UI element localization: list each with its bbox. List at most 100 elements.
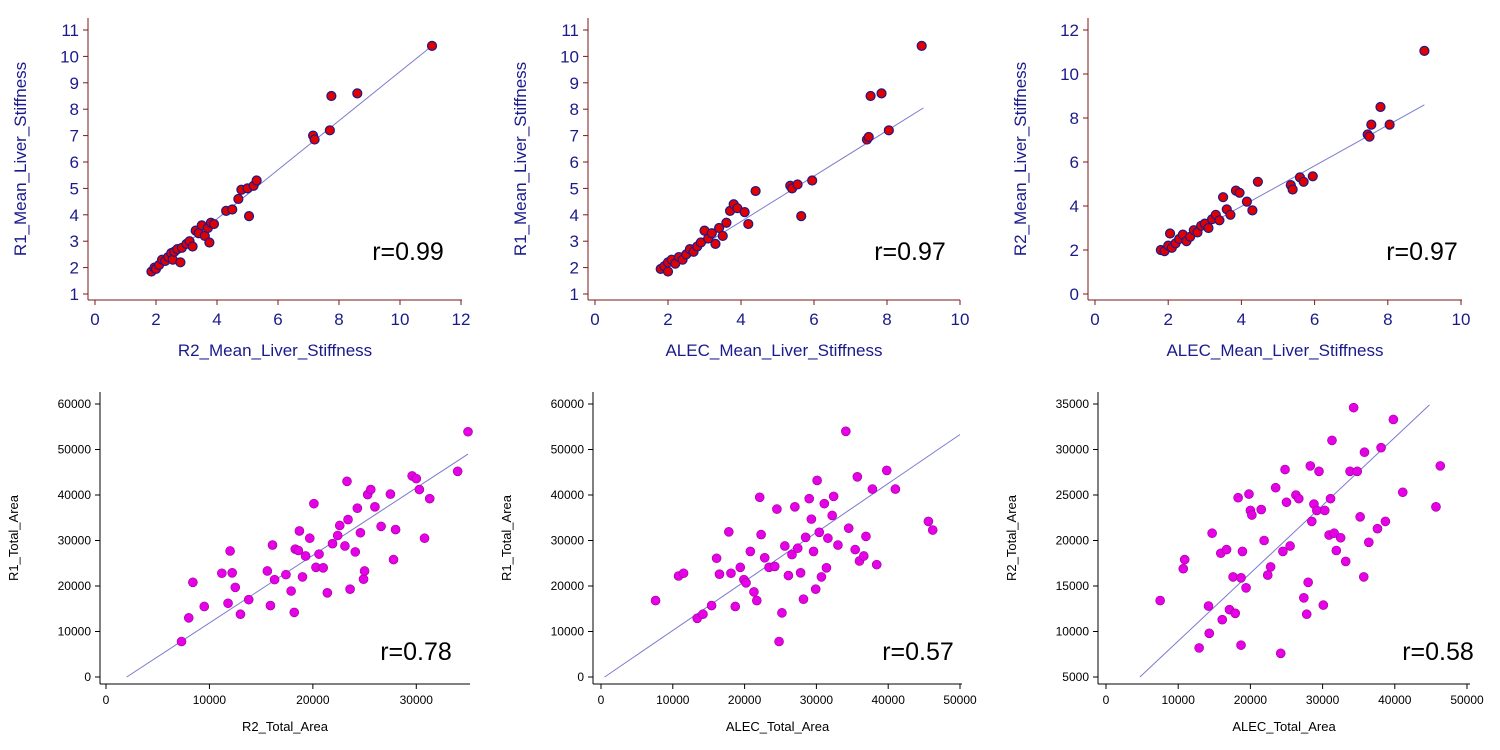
data-point — [176, 636, 187, 647]
panel-r1-vs-alec-area: 0 10000 20000 30000 40000 50000 60000 0 10000 200… — [499, 392, 977, 734]
data-point — [814, 527, 825, 538]
x-tick-label: 0 — [1103, 693, 1110, 707]
data-point — [1281, 497, 1292, 508]
x-axis-title: R2_Mean_Liver_Stiffness — [178, 341, 372, 360]
data-point — [1256, 504, 1267, 515]
y-tick-label: 10 — [1060, 65, 1079, 84]
data-point — [1236, 640, 1246, 650]
data-point — [1340, 556, 1351, 567]
data-point — [300, 551, 311, 561]
data-point — [741, 578, 751, 588]
data-point — [804, 493, 815, 504]
data-point — [819, 498, 830, 509]
data-point — [1252, 176, 1263, 187]
data-point — [745, 546, 756, 557]
y-tick-label: 6 — [570, 153, 579, 172]
data-point — [810, 584, 821, 594]
y-tick-label: 7 — [70, 127, 79, 146]
y-tick-label: 30000 — [551, 534, 585, 548]
data-point — [1287, 184, 1298, 195]
data-point — [1376, 442, 1386, 453]
data-point — [370, 502, 380, 512]
y-tick-label: 50000 — [551, 443, 585, 457]
data-point — [821, 562, 832, 573]
data-point — [183, 613, 194, 623]
data-point — [365, 484, 376, 495]
y-tick-label: 30000 — [1056, 443, 1090, 457]
y-axis-title: R1_Total_Area — [499, 494, 514, 581]
x-tick-label: 0 — [90, 310, 99, 329]
data-point — [735, 562, 746, 573]
data-point — [1247, 510, 1257, 520]
data-point — [376, 521, 386, 532]
y-tick-label: 15000 — [1056, 579, 1090, 593]
y-tick-label: 5000 — [1062, 670, 1089, 684]
data-point — [342, 476, 352, 487]
correlation-annotation: r=0.58 — [1402, 638, 1474, 666]
y-tick-label: 2 — [1070, 241, 1079, 260]
data-point — [792, 179, 803, 190]
data-point — [754, 492, 765, 503]
x-tick-label: 6 — [273, 310, 282, 329]
y-tick-label: 40000 — [58, 488, 92, 502]
data-point — [463, 426, 473, 437]
y-tick-label: 10 — [560, 47, 579, 66]
x-tick-label: 8 — [334, 310, 343, 329]
panel-r1-vs-r2-area: 0 10000 20000 30000 40000 50000 60000 0 10000 200… — [6, 392, 473, 734]
y-tick-label: 40000 — [551, 488, 585, 502]
data-point — [1207, 528, 1217, 539]
data-point — [833, 540, 843, 550]
y-tick-label: 3 — [70, 232, 79, 251]
x-axis-title: ALEC_Mean_Liver_Stiffness — [1166, 341, 1383, 360]
data-point — [1348, 402, 1359, 413]
data-point — [816, 572, 827, 582]
data-point — [800, 532, 811, 543]
data-point — [1319, 505, 1330, 516]
data-point — [314, 549, 324, 559]
data-point — [1329, 528, 1339, 539]
data-point — [359, 566, 370, 576]
data-point — [1204, 628, 1215, 639]
data-point — [208, 218, 220, 230]
data-point — [223, 598, 233, 609]
data-point — [1221, 544, 1232, 555]
data-point — [352, 88, 363, 99]
data-point — [759, 552, 770, 563]
data-point — [876, 88, 887, 99]
y-tick-label: 0 — [1070, 285, 1079, 304]
data-point — [1275, 648, 1286, 659]
data-point — [390, 524, 401, 535]
data-point — [289, 607, 300, 618]
data-point — [352, 503, 363, 513]
data-point — [345, 584, 355, 594]
x-tick-label: 40000 — [1378, 693, 1412, 707]
data-point — [772, 504, 782, 514]
data-point — [1237, 546, 1248, 557]
data-point — [326, 90, 337, 102]
data-point — [1270, 482, 1281, 493]
y-tick-label: 35000 — [1056, 397, 1090, 411]
data-point — [385, 489, 396, 499]
data-point — [243, 594, 254, 605]
data-point — [358, 574, 369, 584]
panel-r2-vs-alec-stiffness: 0 2 4 6 8 10 12 0 2 4 6 8 10 ALEC_Mean_Liver_Stiffnes… — [1011, 18, 1470, 360]
x-tick-label: 40000 — [872, 693, 906, 707]
data-point — [881, 465, 892, 476]
x-tick-label: 0 — [598, 693, 605, 707]
data-point — [841, 426, 851, 437]
x-tick-label: 30000 — [800, 693, 834, 707]
data-point — [858, 551, 869, 561]
y-tick-label: 6 — [70, 153, 79, 172]
x-tick-label: 50000 — [1450, 693, 1484, 707]
x-tick-label: 0 — [590, 310, 599, 329]
y-tick-label: 20000 — [58, 579, 92, 593]
data-point — [916, 40, 927, 51]
data-point — [1285, 541, 1295, 551]
data-point — [225, 546, 235, 556]
data-point — [743, 218, 754, 230]
data-point — [1262, 570, 1273, 580]
data-point — [724, 527, 734, 537]
data-point — [710, 238, 721, 249]
data-point — [783, 570, 794, 581]
